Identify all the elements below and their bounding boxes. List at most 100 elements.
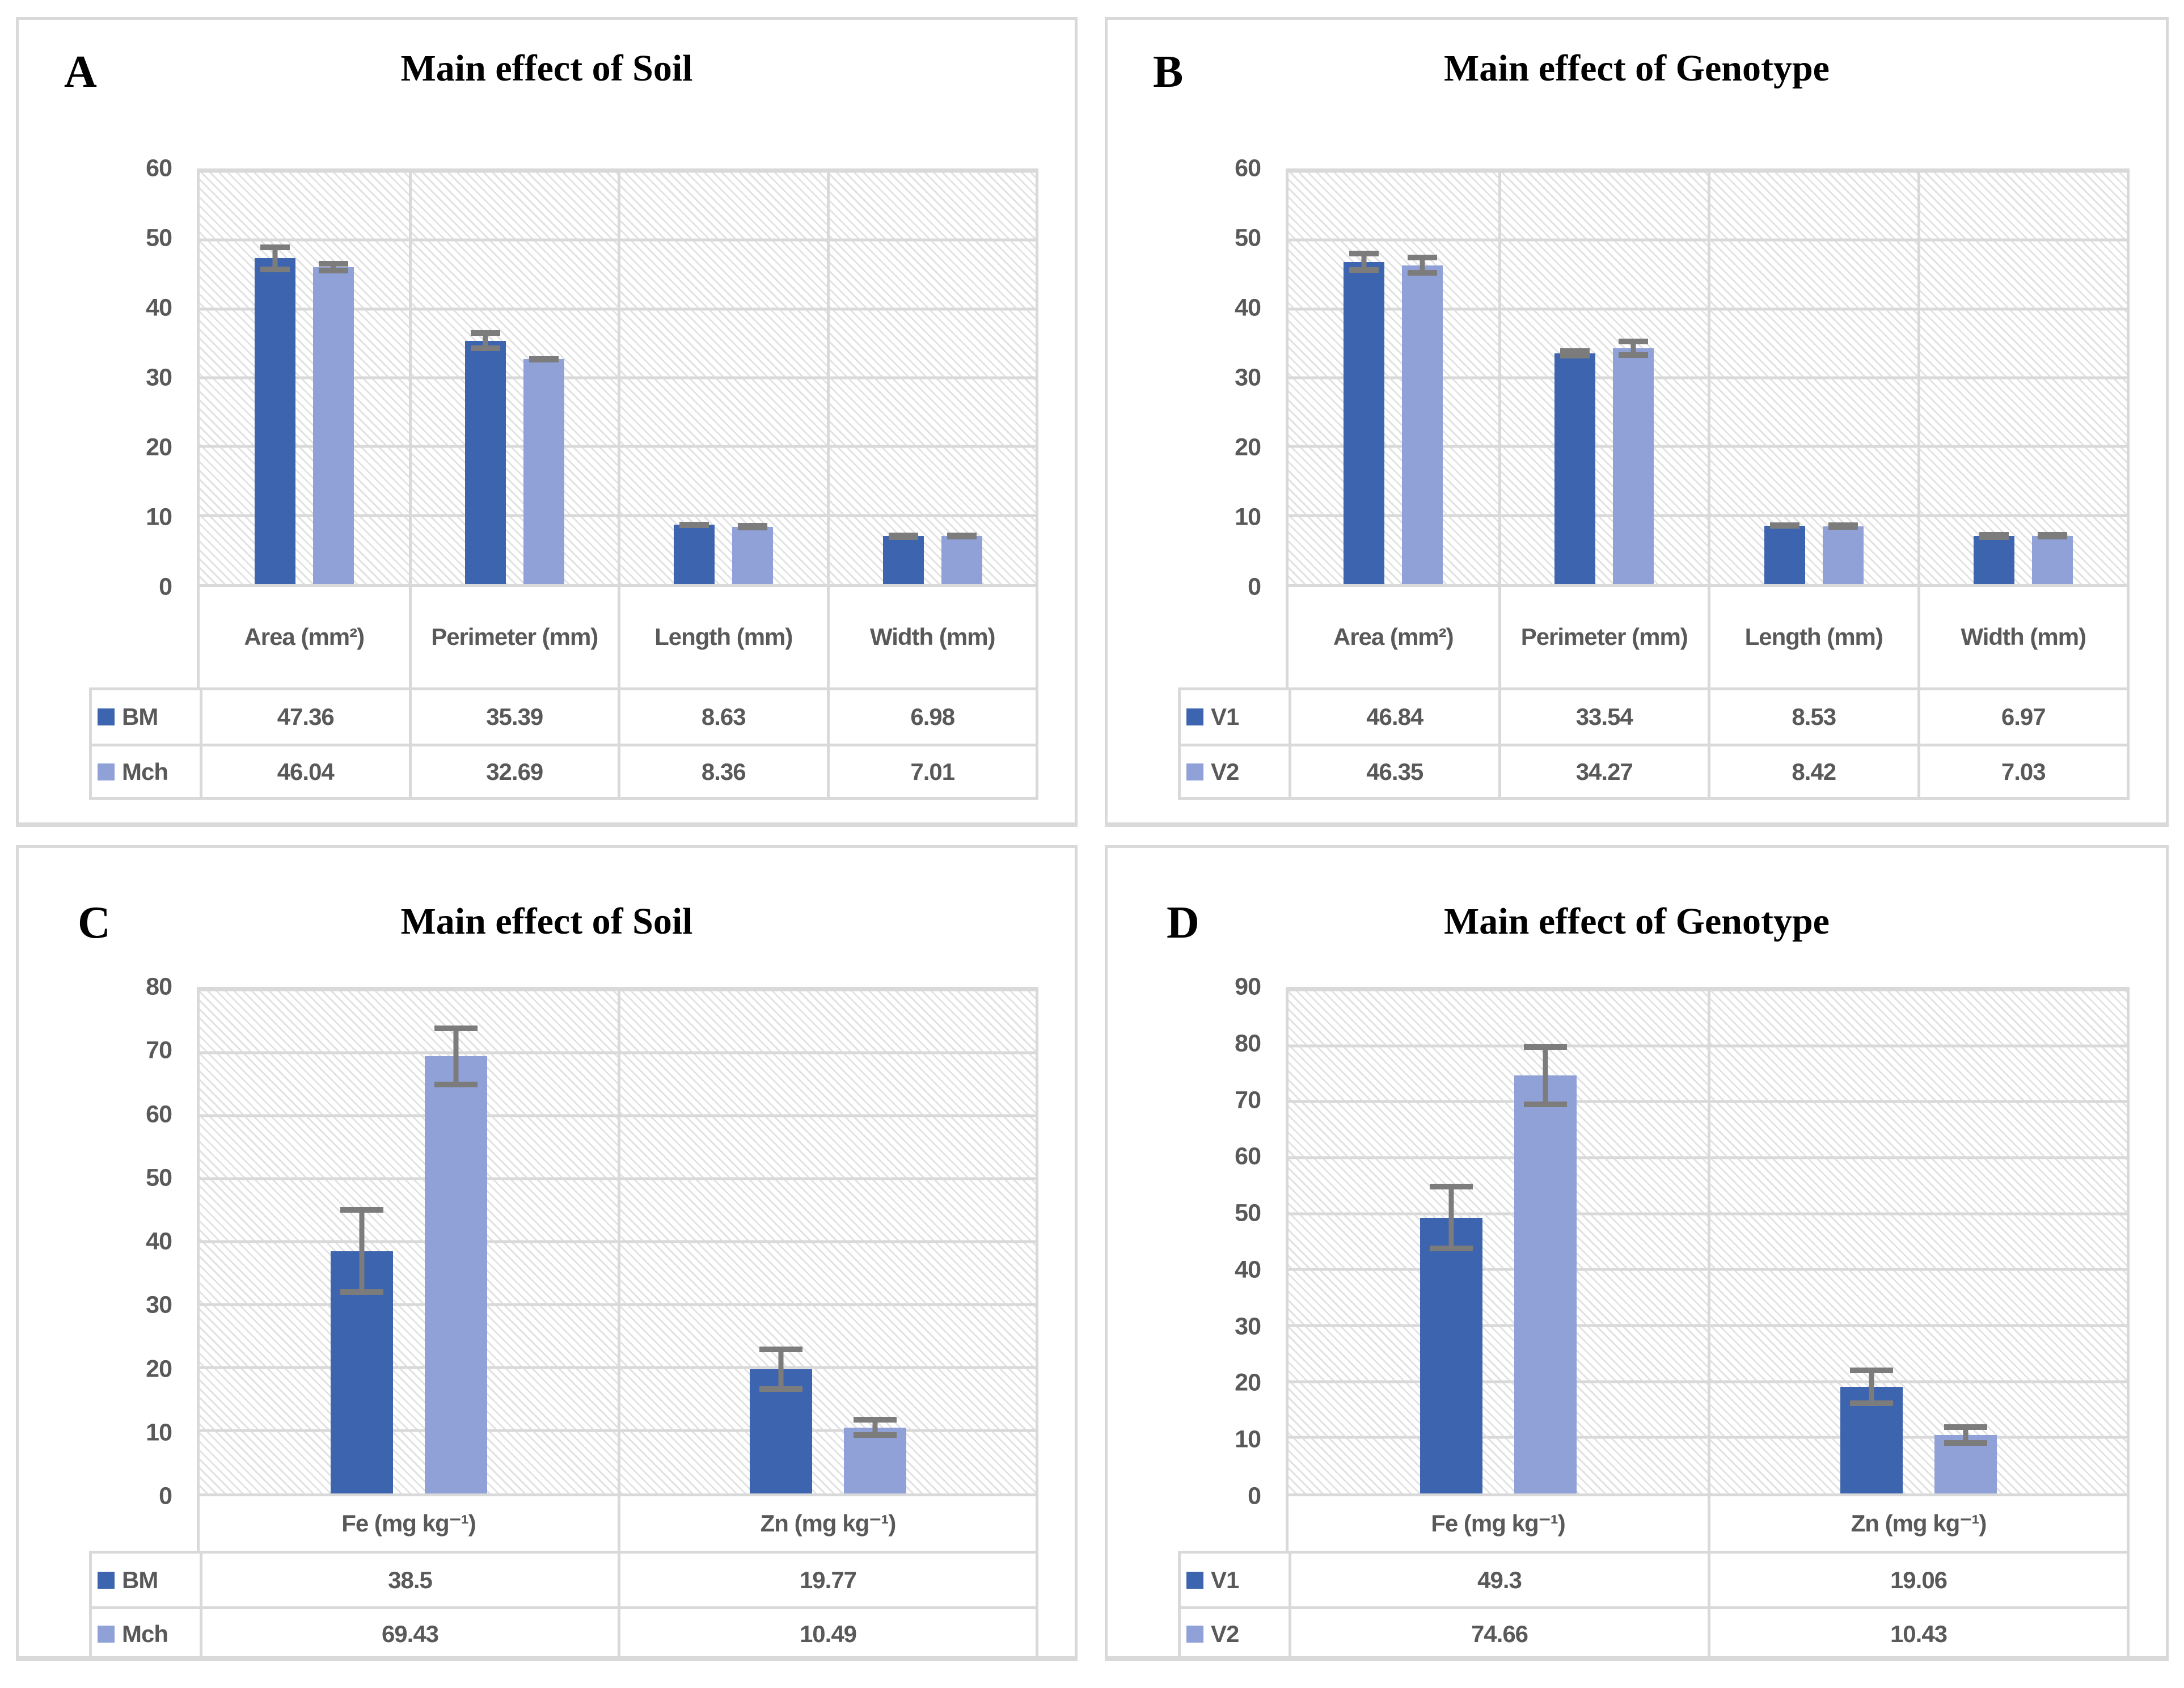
category-label: Length (mm) bbox=[1708, 587, 1917, 687]
error-bar-line bbox=[1361, 251, 1367, 273]
y-tick-label: 50 bbox=[146, 224, 172, 252]
error-bar bbox=[854, 1416, 897, 1438]
bar-group bbox=[1708, 171, 1917, 584]
y-axis: 0 10 20 30 40 50 60 bbox=[55, 155, 197, 601]
bar-slot bbox=[424, 990, 487, 1493]
y-tick-label: 30 bbox=[1235, 364, 1261, 391]
bar-slot bbox=[1840, 990, 1903, 1493]
table-legend-cell: V1 bbox=[1181, 690, 1289, 744]
y-tick-label: 20 bbox=[146, 433, 172, 461]
bar-group bbox=[618, 171, 827, 584]
panel-header: B Main effect of Genotype bbox=[1144, 20, 2130, 168]
bar-slot bbox=[1613, 171, 1654, 584]
y-tick-label: 40 bbox=[1235, 1256, 1261, 1284]
error-bar-cap-bottom bbox=[318, 268, 348, 274]
chart: 0 10 20 30 40 50 60 70 80 90 bbox=[1144, 973, 2130, 1510]
bar-group bbox=[1498, 171, 1708, 584]
error-bar-cap-top bbox=[340, 1206, 383, 1213]
y-tick-label: 60 bbox=[1235, 1142, 1261, 1170]
legend-swatch bbox=[1186, 763, 1203, 780]
y-tick-label: 40 bbox=[146, 294, 172, 322]
table-value-cell: 7.03 bbox=[1917, 744, 2127, 797]
error-bar bbox=[1523, 1044, 1567, 1107]
error-bar-cap-bottom bbox=[470, 345, 500, 351]
error-bar-line bbox=[1963, 1424, 1968, 1446]
series-name: Mch bbox=[122, 1621, 168, 1647]
bar-mch bbox=[732, 526, 774, 584]
bar-slot bbox=[674, 171, 715, 584]
error-bar-line bbox=[483, 330, 488, 351]
series-name: V2 bbox=[1211, 758, 1239, 785]
error-bar bbox=[1408, 255, 1438, 276]
error-bar-cap-bottom bbox=[1979, 532, 2009, 538]
error-bar-cap-bottom bbox=[738, 523, 768, 529]
error-bar bbox=[318, 261, 348, 274]
bar-slot bbox=[750, 990, 812, 1493]
y-tick-label: 0 bbox=[1248, 1482, 1261, 1510]
category-label: Fe (mg kg⁻¹) bbox=[341, 1509, 476, 1537]
error-bar-cap-bottom bbox=[2038, 532, 2068, 538]
chart-title: Main effect of Soil bbox=[400, 48, 693, 89]
y-tick-label: 70 bbox=[146, 1036, 172, 1064]
error-bar-cap-top bbox=[1560, 348, 1590, 354]
y-tick-label: 0 bbox=[159, 573, 172, 601]
bar-mch bbox=[941, 535, 982, 584]
error-bar bbox=[1944, 1424, 1987, 1446]
bar-bm bbox=[464, 340, 506, 584]
error-bar-cap-top bbox=[1523, 1044, 1567, 1050]
bar-group bbox=[200, 171, 409, 584]
error-bar-cap-top bbox=[1944, 1424, 1987, 1430]
error-bar-cap-bottom bbox=[1429, 1245, 1473, 1251]
table-value-cell: 7.01 bbox=[826, 744, 1036, 797]
table-value-cell: 69.43 bbox=[200, 1606, 618, 1656]
bar-v2 bbox=[1402, 265, 1443, 584]
error-bar bbox=[1850, 1368, 1893, 1406]
y-tick-label: 40 bbox=[1235, 294, 1261, 322]
table-value-cell: 33.54 bbox=[1498, 690, 1708, 744]
y-tick-label: 20 bbox=[1235, 1369, 1261, 1396]
error-bar bbox=[1979, 532, 2009, 541]
table-legend-cell: V2 bbox=[1181, 1606, 1289, 1656]
error-bar-cap-bottom bbox=[947, 532, 977, 538]
category-label: Area (mm²) bbox=[244, 623, 365, 651]
panel-letter: D bbox=[1167, 898, 1199, 948]
bar-v1 bbox=[1420, 1217, 1482, 1493]
y-tick-label: 0 bbox=[159, 1482, 172, 1510]
legend-swatch bbox=[98, 1626, 115, 1643]
error-bar-cap-top bbox=[1408, 255, 1438, 261]
table-value-cell: 35.39 bbox=[408, 690, 618, 744]
error-bar bbox=[1349, 251, 1379, 273]
bar-slot bbox=[882, 171, 924, 584]
y-tick-label: 60 bbox=[1235, 154, 1261, 182]
panel-header: C Main effect of Soil bbox=[55, 848, 1038, 987]
error-bar-cap-bottom bbox=[1944, 1440, 1987, 1446]
bar-v2 bbox=[2032, 535, 2073, 584]
bar-slot bbox=[1554, 171, 1596, 584]
chart-title: Main effect of Soil bbox=[400, 901, 693, 942]
error-bar bbox=[340, 1206, 383, 1295]
error-bar bbox=[1560, 348, 1590, 359]
table-value-cell: 6.97 bbox=[1917, 690, 2127, 744]
bar-v2 bbox=[1613, 348, 1654, 584]
error-bar-cap-bottom bbox=[1523, 1101, 1567, 1107]
data-table: V1 46.84 33.54 8.53 6.97 V2 46.35 34.27 8.42 7.03 bbox=[1178, 687, 2130, 800]
table-value-cell: 10.49 bbox=[618, 1606, 1036, 1656]
y-tick-label: 60 bbox=[146, 154, 172, 182]
error-bar-cap-top bbox=[1429, 1184, 1473, 1190]
table-value-cell: 38.5 bbox=[200, 1554, 618, 1606]
series-name: Mch bbox=[122, 758, 168, 785]
error-bar-cap-top bbox=[318, 261, 348, 267]
table-value-cell: 46.04 bbox=[200, 744, 409, 797]
error-bar bbox=[1429, 1184, 1473, 1251]
series-name: BM bbox=[122, 703, 158, 730]
table-value-cell: 34.27 bbox=[1498, 744, 1708, 797]
y-tick-label: 50 bbox=[1235, 1199, 1261, 1227]
legend-swatch bbox=[1186, 1626, 1203, 1643]
error-bar-cap-top bbox=[1349, 251, 1379, 257]
error-bar-line bbox=[1630, 339, 1636, 358]
chart-title: Main effect of Genotype bbox=[1444, 901, 1830, 942]
error-bar bbox=[529, 356, 559, 362]
error-bar-cap-bottom bbox=[1560, 353, 1590, 359]
table-legend-cell: BM bbox=[92, 1554, 200, 1606]
category-axis: Area (mm²) Perimeter (mm) Length (mm) Width… bbox=[197, 587, 1038, 687]
